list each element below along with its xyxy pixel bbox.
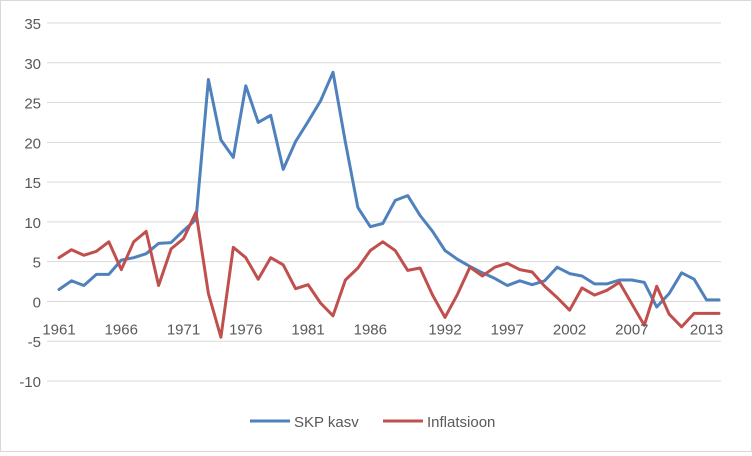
x-axis-tick-labels: 1961 1966 1971 1976 1981 1986 1992 1997 2002 2007… xyxy=(42,321,723,338)
y-tick-label: 0 xyxy=(33,294,41,311)
x-tick-label: 1971 xyxy=(167,321,200,338)
legend-item-2: Inflatsioon xyxy=(383,414,495,431)
y-tick-label: 10 xyxy=(24,215,41,232)
x-tick-label: 1997 xyxy=(491,321,524,338)
y-tick-label: 5 xyxy=(33,255,41,272)
y-tick-label: 30 xyxy=(24,56,41,73)
series-line-1 xyxy=(57,70,721,309)
x-tick-label: 2013 xyxy=(690,321,723,338)
legend-item-1: SKP kasv xyxy=(250,414,359,431)
x-tick-label: 1981 xyxy=(291,321,324,338)
y-tick-label: -10 xyxy=(19,374,41,391)
series-lines xyxy=(57,70,721,339)
y-tick-label: 25 xyxy=(24,96,41,113)
x-tick-label: 2007 xyxy=(615,321,648,338)
y-tick-label: 20 xyxy=(24,135,41,152)
x-tick-label: 1961 xyxy=(42,321,75,338)
x-tick-label: 1992 xyxy=(428,321,461,338)
y-tick-label: -5 xyxy=(28,334,41,351)
x-tick-label: 1986 xyxy=(354,321,387,338)
legend-label: SKP kasv xyxy=(294,414,359,431)
y-tick-label: 35 xyxy=(24,16,41,33)
series-line-2 xyxy=(57,210,721,339)
y-axis-tick-labels: -10 -5 0 5 10 15 20 25 30 35 xyxy=(19,16,41,391)
x-tick-label: 1976 xyxy=(229,321,262,338)
x-tick-label: 2002 xyxy=(553,321,586,338)
x-tick-label: 1966 xyxy=(105,321,138,338)
legend-label: Inflatsioon xyxy=(427,414,495,431)
legend: SKP kasv Inflatsioon xyxy=(250,414,495,431)
y-tick-label: 15 xyxy=(24,175,41,192)
